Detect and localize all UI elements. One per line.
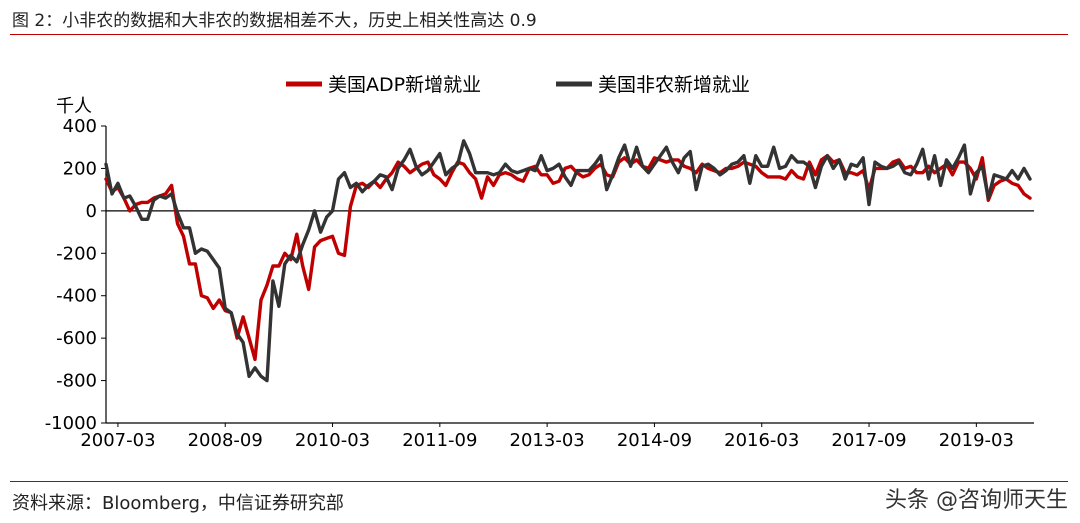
x-tick-label: 2007-03: [80, 430, 155, 451]
watermark: 头条 @咨询师天生: [885, 488, 1068, 513]
y-tick-label: -600: [56, 328, 97, 349]
series-line-nfp: [104, 139, 1032, 383]
x-tick-label: 2016-03: [724, 430, 799, 451]
x-tick-label: 2017-09: [831, 430, 906, 451]
source-note: 资料来源：Bloomberg，中信证券研究部: [12, 493, 344, 514]
line-chart: 美国ADP新增就业 美国非农新增就业 千人 400 200 0 -200 -400 -60…: [45, 74, 1034, 451]
y-tick-label: -200: [56, 243, 97, 264]
x-tick-label: 2011-09: [402, 430, 477, 451]
x-tick-label: 2014-09: [617, 430, 692, 451]
y-axis-unit: 千人: [56, 96, 92, 117]
y-tick-label: -1000: [45, 413, 97, 434]
legend-label-adp: 美国ADP新增就业: [328, 74, 481, 96]
legend-label-nfp: 美国非农新增就业: [598, 74, 750, 96]
x-tick-label: 2008-09: [188, 430, 263, 451]
source-rule: [10, 481, 1068, 482]
y-tick-label: -800: [56, 371, 97, 392]
x-tick-label: 2013-03: [510, 430, 585, 451]
title-rule: [10, 34, 1068, 35]
series-lines: [104, 139, 1032, 383]
y-tick-label: 400: [63, 116, 97, 137]
y-tick-label: 0: [86, 201, 97, 222]
x-tick-label: 2010-03: [295, 430, 370, 451]
figure-title: 图 2：小非农的数据和大非农的数据相差不大，历史上相关性高达 0.9: [12, 11, 537, 31]
legend: 美国ADP新增就业 美国非农新增就业: [286, 74, 750, 96]
y-tick-label: -400: [56, 286, 97, 307]
series-line-adp: [104, 153, 1032, 362]
y-tick-label: 200: [63, 158, 97, 179]
x-tick-label: 2019-03: [939, 430, 1014, 451]
